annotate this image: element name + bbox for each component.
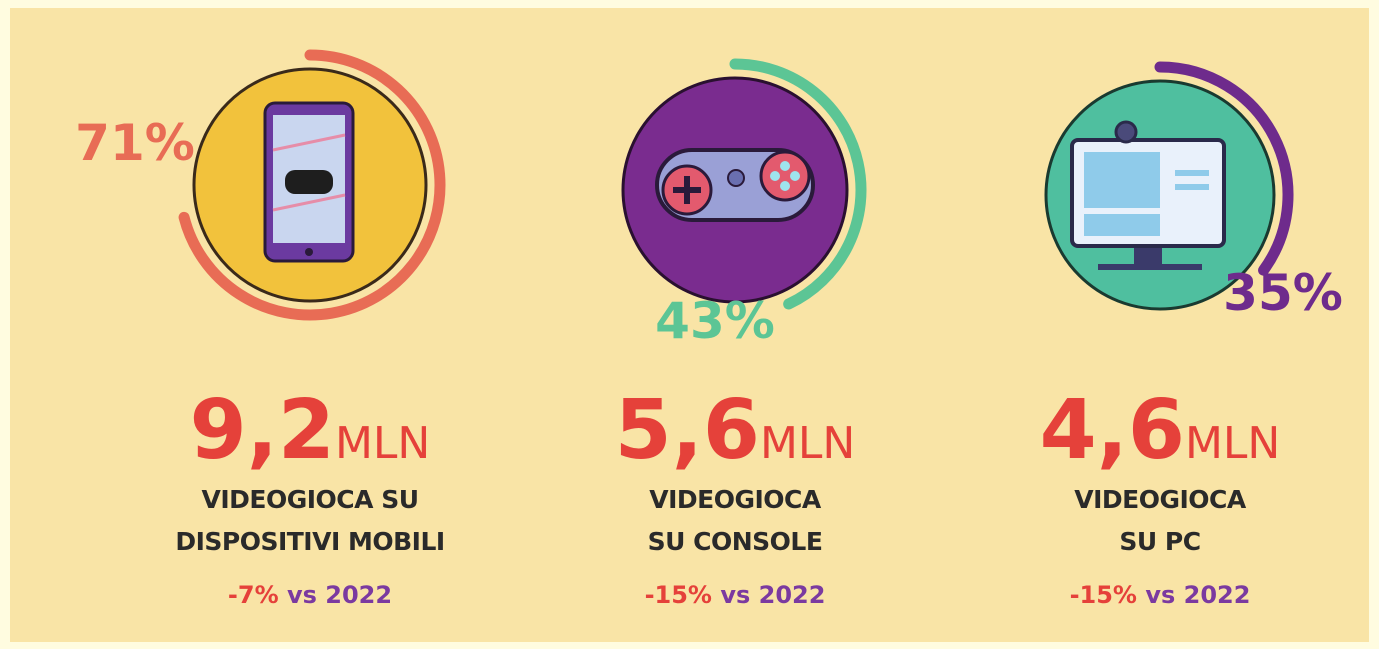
description: SU CONSOLE — [648, 527, 823, 556]
comparison: vs 2022 — [720, 581, 825, 609]
count-number: 4,6 — [1040, 383, 1185, 478]
controller-icon — [655, 148, 815, 222]
description: SU PC — [1119, 527, 1200, 556]
percent-arc — [1154, 61, 1294, 276]
percent-label: 71% — [75, 114, 195, 172]
count-unit: MLN — [335, 418, 430, 469]
percent-label: 43% — [655, 292, 775, 350]
change: -7% vs 2022 — [228, 581, 392, 609]
description: VIDEOGIOCA — [649, 485, 822, 514]
change: -15% vs 2022 — [645, 581, 826, 609]
count-number: 9,2 — [190, 383, 335, 478]
count: 4,6MLN — [1040, 383, 1281, 478]
monitor-icon — [1070, 120, 1226, 270]
percent-arc — [178, 49, 446, 321]
percent-arc — [729, 58, 867, 310]
change-value: -7% — [228, 581, 279, 609]
phone-icon — [263, 101, 355, 263]
description: VIDEOGIOCA — [1074, 485, 1247, 514]
change-value: -15% — [1070, 581, 1137, 609]
description: VIDEOGIOCA SU — [201, 485, 418, 514]
change-value: -15% — [645, 581, 712, 609]
count-number: 5,6 — [615, 383, 760, 478]
comparison: vs 2022 — [1145, 581, 1250, 609]
count-unit: MLN — [1185, 418, 1280, 469]
count-unit: MLN — [760, 418, 855, 469]
description: DISPOSITIVI MOBILI — [175, 527, 444, 556]
comparison: vs 2022 — [287, 581, 392, 609]
count: 5,6MLN — [615, 383, 856, 478]
count: 9,2MLN — [190, 383, 431, 478]
percent-label: 35% — [1223, 264, 1343, 322]
change: -15% vs 2022 — [1070, 581, 1251, 609]
